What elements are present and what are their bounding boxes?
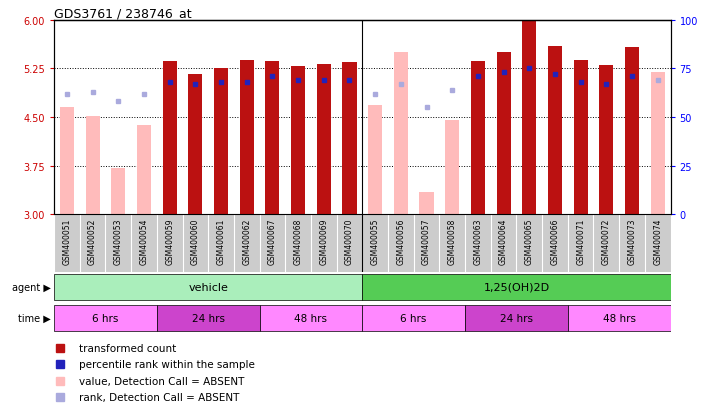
Text: GSM400069: GSM400069	[319, 218, 328, 264]
Text: GSM400056: GSM400056	[397, 218, 405, 264]
Text: GSM400073: GSM400073	[627, 218, 637, 264]
Text: GSM400062: GSM400062	[242, 218, 251, 264]
Text: GSM400067: GSM400067	[268, 218, 277, 264]
Bar	[86, 117, 99, 215]
Text: GSM400054: GSM400054	[139, 218, 149, 264]
Text: GSM400065: GSM400065	[525, 218, 534, 264]
Bar	[599, 66, 614, 215]
Bar	[625, 48, 639, 215]
Text: GSM400074: GSM400074	[653, 218, 662, 264]
Bar	[497, 53, 510, 215]
Text: 1,25(OH)2D: 1,25(OH)2D	[483, 282, 549, 292]
Text: percentile rank within the sample: percentile rank within the sample	[79, 359, 255, 369]
Text: GSM400064: GSM400064	[499, 218, 508, 264]
Text: GSM400071: GSM400071	[576, 218, 585, 264]
Bar	[363, 274, 671, 300]
Bar	[54, 305, 157, 331]
Text: 48 hrs: 48 hrs	[603, 313, 636, 323]
Text: GSM400058: GSM400058	[448, 218, 456, 264]
Bar	[54, 274, 363, 300]
Text: GSM400070: GSM400070	[345, 218, 354, 264]
Bar	[471, 62, 485, 215]
Bar	[548, 47, 562, 215]
Text: GSM400072: GSM400072	[602, 218, 611, 264]
Text: GSM400063: GSM400063	[474, 218, 482, 264]
Bar	[239, 61, 254, 215]
Bar	[368, 106, 382, 215]
Bar	[157, 305, 260, 331]
Text: vehicle: vehicle	[188, 282, 228, 292]
Bar	[137, 126, 151, 215]
Bar	[60, 108, 74, 215]
Text: agent ▶: agent ▶	[12, 282, 50, 292]
Text: GSM400068: GSM400068	[293, 218, 303, 264]
Bar	[420, 192, 433, 215]
Bar	[111, 168, 125, 215]
Text: GSM400052: GSM400052	[88, 218, 97, 264]
Text: 6 hrs: 6 hrs	[400, 313, 427, 323]
Bar	[291, 66, 305, 215]
Bar	[568, 305, 671, 331]
Text: GSM400066: GSM400066	[550, 218, 559, 264]
Bar	[317, 65, 331, 215]
Text: GSM400057: GSM400057	[422, 218, 431, 264]
Text: GDS3761 / 238746_at: GDS3761 / 238746_at	[54, 7, 192, 19]
Bar	[445, 121, 459, 215]
Text: 48 hrs: 48 hrs	[294, 313, 327, 323]
Bar	[188, 74, 203, 215]
Bar	[342, 63, 356, 215]
Text: GSM400061: GSM400061	[216, 218, 226, 264]
Bar	[394, 53, 408, 215]
Bar	[265, 62, 280, 215]
Text: 24 hrs: 24 hrs	[192, 313, 225, 323]
Text: 6 hrs: 6 hrs	[92, 313, 119, 323]
Text: rank, Detection Call = ABSENT: rank, Detection Call = ABSENT	[79, 392, 239, 402]
Text: GSM400059: GSM400059	[165, 218, 174, 264]
Bar	[465, 305, 568, 331]
Text: GSM400053: GSM400053	[114, 218, 123, 264]
Text: GSM400051: GSM400051	[63, 218, 71, 264]
Text: time ▶: time ▶	[18, 313, 50, 323]
Bar	[214, 69, 228, 215]
Bar	[260, 305, 363, 331]
Bar	[650, 72, 665, 215]
Text: GSM400055: GSM400055	[371, 218, 380, 264]
Text: GSM400060: GSM400060	[191, 218, 200, 264]
Bar	[522, 22, 536, 215]
Bar	[574, 61, 588, 215]
Text: transformed count: transformed count	[79, 343, 176, 353]
Text: value, Detection Call = ABSENT: value, Detection Call = ABSENT	[79, 376, 244, 386]
Bar	[163, 62, 177, 215]
Text: 24 hrs: 24 hrs	[500, 313, 533, 323]
Bar	[363, 305, 465, 331]
